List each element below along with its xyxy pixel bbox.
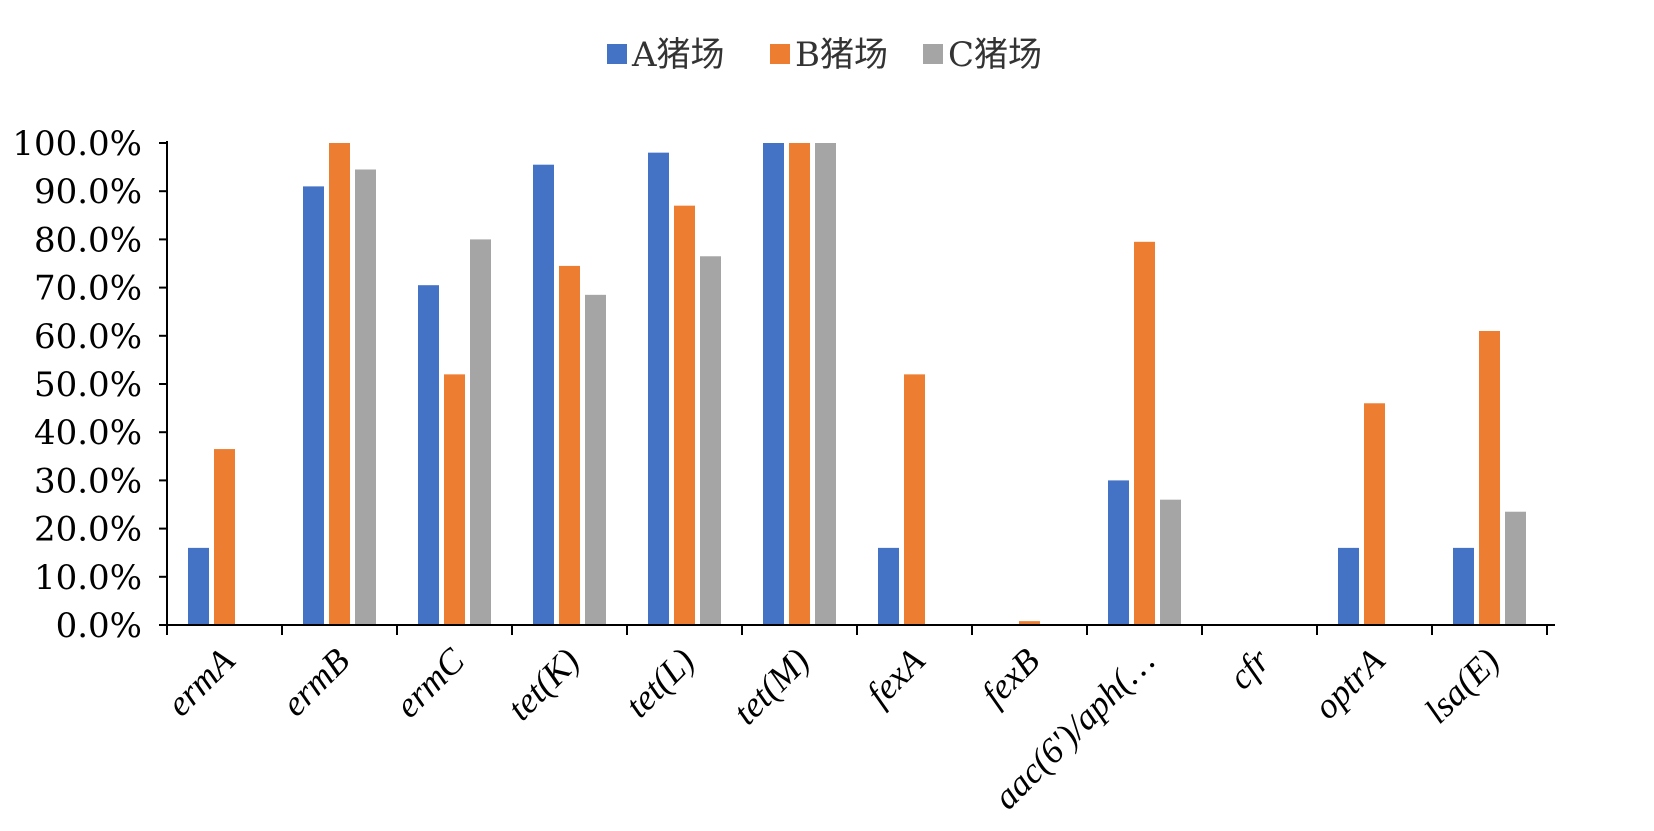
- y-tick-label: 40.0%: [34, 413, 142, 453]
- x-category-label: fexB: [974, 640, 1048, 714]
- bar-1-7: [878, 547, 899, 625]
- legend-label: A猪场: [631, 35, 725, 75]
- bar-1-4: [533, 164, 554, 625]
- bar-1-5: [648, 152, 669, 625]
- bar-1-6: [763, 143, 784, 625]
- bar-2-5: [674, 205, 695, 625]
- legend: A猪场 B猪场 C猪场: [607, 35, 1042, 75]
- x-category-label: tet(L): [617, 640, 702, 725]
- bars: [188, 143, 1526, 625]
- bar-2-7: [904, 374, 925, 625]
- x-category-label: fexA: [859, 640, 933, 714]
- bar-3-12: [1505, 511, 1526, 625]
- x-category-label: tet(M): [725, 640, 817, 732]
- bar-2-6: [789, 143, 810, 625]
- bar-2-8: [1019, 621, 1040, 625]
- bar-2-9: [1134, 241, 1155, 625]
- y-tick-label: 70.0%: [34, 269, 142, 309]
- bar-2-2: [329, 143, 350, 625]
- x-category-label: ermB: [274, 640, 357, 723]
- bar-1-1: [188, 547, 209, 625]
- y-axis: 0.0% 10.0% 20.0% 30.0% 40.0% 50.0% 60.0% 70.0% 8…: [12, 124, 168, 646]
- bar-1-12: [1453, 547, 1474, 625]
- y-tick-label: 30.0%: [34, 461, 142, 501]
- bar-2-3: [444, 374, 465, 625]
- y-tick-label: 100.0%: [12, 124, 142, 164]
- y-tick-label: 10.0%: [34, 558, 142, 598]
- y-tick-label: 20.0%: [34, 510, 142, 550]
- bar-2-1: [214, 449, 235, 625]
- x-axis: ermA ermB ermC tet(K) tet(L) tet(M) fexA fexBaa…: [159, 624, 1555, 817]
- legend-label: C猪场: [948, 35, 1042, 75]
- y-tick-label: 80.0%: [34, 220, 142, 260]
- x-category-label: optrA: [1306, 640, 1393, 727]
- bar-3-5: [700, 256, 721, 625]
- bar-2-4: [559, 265, 580, 625]
- bar-3-4: [585, 294, 606, 625]
- x-category-label: ermC: [387, 640, 473, 726]
- bar-1-3: [418, 285, 439, 625]
- bar-3-3: [470, 239, 491, 625]
- bar-1-2: [303, 186, 324, 625]
- bar-2-11: [1364, 403, 1385, 625]
- bar-1-9: [1108, 480, 1129, 625]
- bar-3-9: [1160, 499, 1181, 625]
- legend-label: B猪场: [795, 35, 888, 75]
- bar-3-6: [815, 143, 836, 625]
- x-category-label: lsa(E): [1417, 640, 1507, 730]
- bar-1-11: [1338, 547, 1359, 625]
- y-tick-label: 0.0%: [56, 606, 142, 646]
- legend-swatch: [770, 44, 790, 64]
- legend-swatch: [923, 44, 943, 64]
- y-tick-label: 50.0%: [34, 365, 142, 405]
- bar-3-2: [355, 169, 376, 625]
- x-category-label: tet(K): [499, 640, 587, 728]
- legend-swatch: [607, 44, 627, 64]
- y-tick-label: 60.0%: [34, 317, 142, 357]
- bar-2-12: [1479, 330, 1500, 625]
- x-category-label: ermA: [159, 640, 243, 724]
- y-tick-label: 90.0%: [34, 172, 142, 212]
- x-category-label: cfr: [1221, 640, 1278, 697]
